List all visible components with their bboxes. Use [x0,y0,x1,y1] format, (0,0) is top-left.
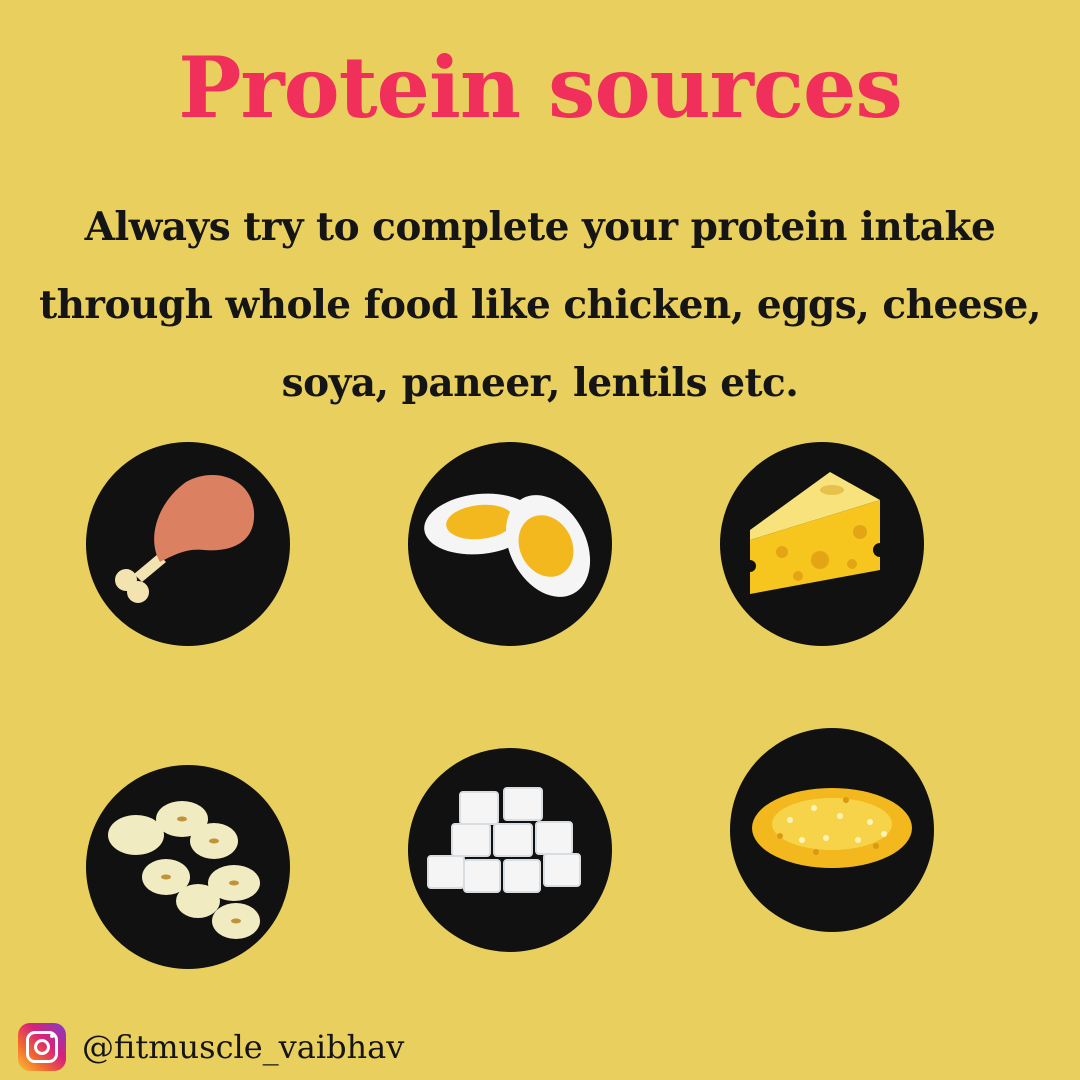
soybean-circle [86,765,290,969]
paneer-circle [408,748,612,952]
lentil-circle [730,728,934,932]
page-title: Protein sources [178,38,902,137]
paneer-cubes-icon [427,787,581,893]
subtitle: Always try to complete your protein inta… [20,188,1060,422]
lentils-icon [752,788,912,868]
instagram-icon[interactable] [18,1023,66,1071]
subtitle-line: soya, paneer, lentils etc. [281,360,799,406]
subtitle-line: Always try to complete your protein inta… [84,204,996,250]
chicken-circle [86,442,290,646]
chicken-leg-icon [115,474,255,603]
cheese-icon [744,472,887,594]
egg-circle [408,442,612,646]
instagram-handle[interactable]: @fitmuscle_vaibhav [82,1028,405,1066]
footer: @fitmuscle_vaibhav [18,1022,404,1072]
subtitle-line: through whole food like chicken, eggs, c… [39,282,1041,328]
cheese-circle [720,442,924,646]
soybeans-icon [108,801,260,939]
boiled-egg-icon [424,493,591,597]
